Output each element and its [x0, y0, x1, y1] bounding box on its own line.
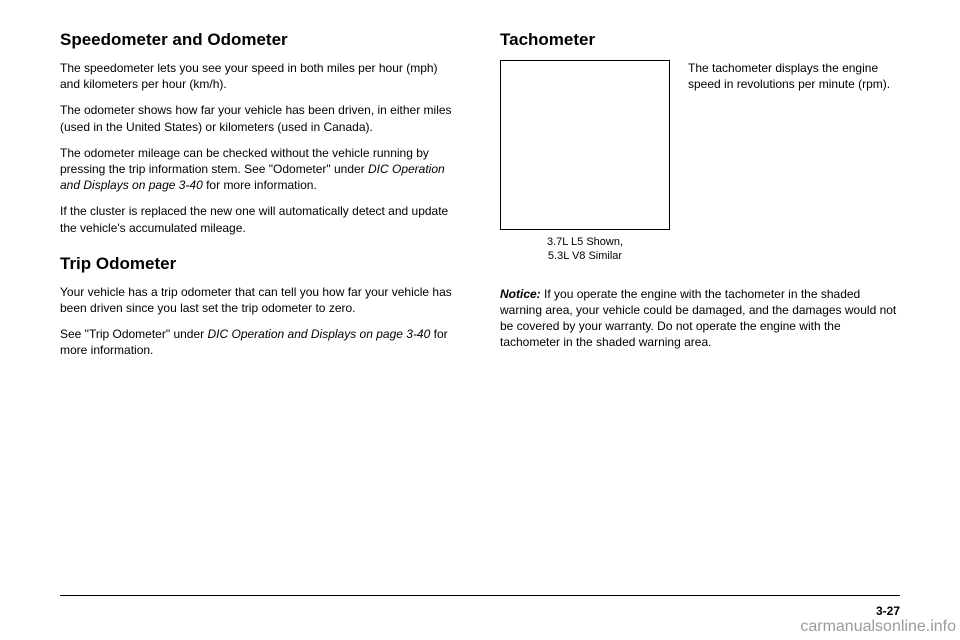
- footer-divider: [60, 595, 900, 597]
- caption-line-2: 5.3L V8 Similar: [548, 250, 622, 262]
- text: See "Trip Odometer" under: [60, 327, 207, 341]
- para-trip-ref: See "Trip Odometer" under DIC Operation …: [60, 326, 460, 358]
- tachometer-image-placeholder: [500, 60, 670, 230]
- heading-tachometer: Tachometer: [500, 30, 900, 50]
- tachometer-block: 3.7L L5 Shown, 5.3L V8 Similar The tacho…: [500, 60, 900, 264]
- page-number: 3-27: [876, 604, 900, 618]
- notice-text: If you operate the engine with the tacho…: [500, 287, 896, 350]
- caption-line-1: 3.7L L5 Shown,: [547, 236, 623, 248]
- notice-paragraph: Notice: If you operate the engine with t…: [500, 286, 900, 351]
- text: for more information.: [203, 178, 317, 192]
- heading-trip-odometer: Trip Odometer: [60, 254, 460, 274]
- heading-speedometer-odometer: Speedometer and Odometer: [60, 30, 460, 50]
- para-odometer-units: The odometer shows how far your vehicle …: [60, 102, 460, 134]
- para-trip-desc: Your vehicle has a trip odometer that ca…: [60, 284, 460, 316]
- para-speedometer: The speedometer lets you see your speed …: [60, 60, 460, 92]
- right-column: Tachometer 3.7L L5 Shown, 5.3L V8 Simila…: [500, 28, 900, 538]
- left-column: Speedometer and Odometer The speedometer…: [60, 28, 460, 538]
- tachometer-description: The tachometer displays the engine speed…: [688, 60, 900, 264]
- ref-dic-2: DIC Operation and Displays on page 3-40: [207, 327, 430, 341]
- page-content: Speedometer and Odometer The speedometer…: [60, 28, 900, 538]
- para-cluster-replace: If the cluster is replaced the new one w…: [60, 203, 460, 235]
- para-odometer-check: The odometer mileage can be checked with…: [60, 145, 460, 194]
- notice-label: Notice:: [500, 287, 541, 301]
- watermark: carmanualsonline.info: [800, 618, 956, 636]
- tachometer-figure: 3.7L L5 Shown, 5.3L V8 Similar: [500, 60, 670, 264]
- tachometer-caption: 3.7L L5 Shown, 5.3L V8 Similar: [500, 236, 670, 264]
